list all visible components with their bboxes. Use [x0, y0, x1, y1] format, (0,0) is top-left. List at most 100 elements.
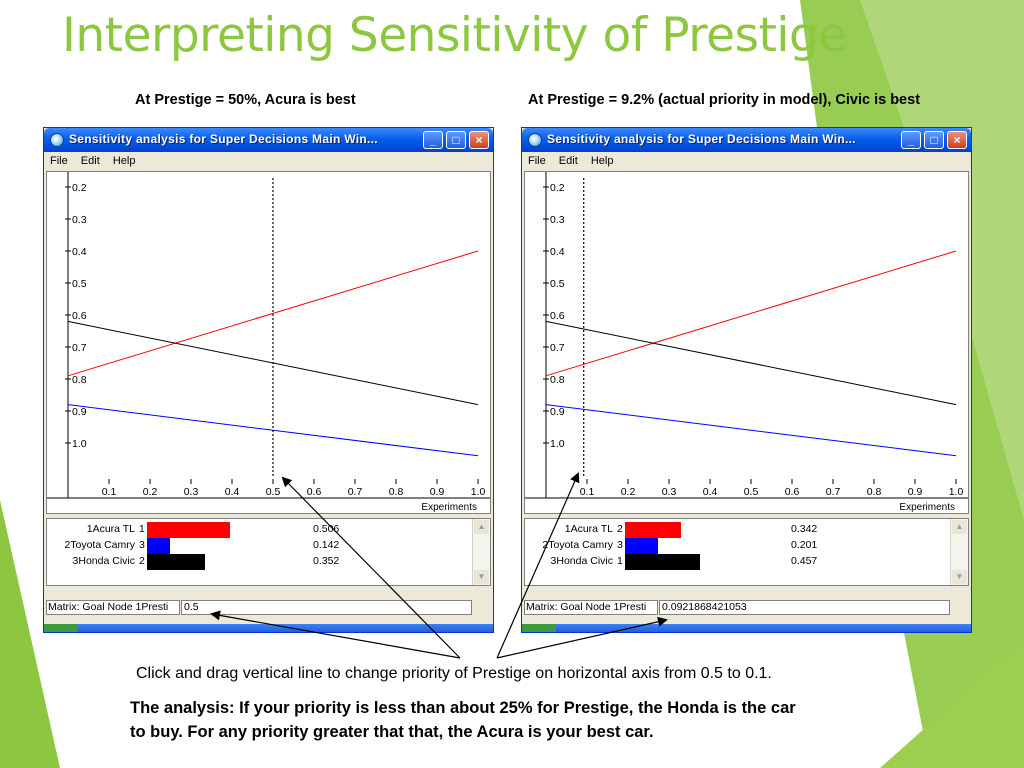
series-line: [67, 250, 479, 377]
y-tick-label: 0.8: [72, 374, 87, 386]
window-title: Sensitivity analysis for Super Decisions…: [547, 132, 856, 146]
y-tick-label: 0.6: [550, 310, 565, 322]
result-row-camry: 2Toyota Camry 3 0.201: [525, 538, 947, 554]
menu-edit[interactable]: Edit: [80, 155, 100, 167]
result-bar: [147, 554, 205, 570]
matrix-value-field[interactable]: 0.5: [181, 600, 472, 615]
menu-edit[interactable]: Edit: [558, 155, 578, 167]
result-rank: 3: [617, 539, 623, 551]
window-title: Sensitivity analysis for Super Decisions…: [69, 132, 378, 146]
matrix-label: Matrix: Goal Node 1Presti: [46, 600, 180, 615]
x-axis-label: Experiments: [421, 502, 477, 513]
x-tick-label: 0.9: [430, 486, 445, 498]
result-name: 3Honda Civic: [550, 555, 613, 567]
result-row-camry: 2Toyota Camry 3 0.142: [47, 538, 469, 554]
y-tick-label: 0.3: [550, 214, 565, 226]
x-tick-label: 0.6: [307, 486, 322, 498]
results-panel: 1Acura TL 1 0.506 2Toyota Camry 3 0.142 …: [46, 518, 491, 586]
window-titlebar[interactable]: Sensitivity analysis for Super Decisions…: [44, 128, 493, 152]
result-rank: 2: [617, 523, 623, 535]
caption-left: At Prestige = 50%, Acura is best: [135, 92, 356, 108]
y-tick-label: 0.9: [72, 406, 87, 418]
close-button[interactable]: ×: [469, 131, 489, 149]
start-button[interactable]: [44, 624, 78, 632]
result-name: 1Acura TL: [564, 523, 613, 535]
menu-help[interactable]: Help: [590, 155, 614, 167]
result-bar: [147, 538, 170, 554]
result-value: 0.142: [313, 539, 340, 551]
result-rank: 2: [139, 555, 145, 567]
matrix-value-field[interactable]: 0.0921868421053: [659, 600, 950, 615]
sensitivity-plot[interactable]: 1.00.90.80.70.60.50.40.30.20.10.10.20.30…: [524, 171, 969, 514]
result-row-civic: 3Honda Civic 2 0.352: [47, 554, 469, 570]
matrix-row: Matrix: Goal Node 1Presti 0.5: [46, 600, 491, 616]
start-button[interactable]: [522, 624, 556, 632]
results-panel: 1Acura TL 2 0.342 2Toyota Camry 3 0.201 …: [524, 518, 969, 586]
result-bar: [147, 522, 230, 538]
result-rank: 1: [139, 523, 145, 535]
x-tick-label: 0.5: [266, 486, 281, 498]
y-tick-label: 0.2: [72, 182, 87, 194]
taskbar-strip: [522, 624, 971, 632]
scroll-down-icon[interactable]: ▼: [952, 570, 967, 584]
series-line: [545, 320, 957, 406]
matrix-row: Matrix: Goal Node 1Presti 0.092186842105…: [524, 600, 969, 616]
scroll-up-icon[interactable]: ▲: [474, 520, 489, 534]
maximize-button[interactable]: □: [446, 131, 466, 149]
x-tick-label: 0.9: [908, 486, 923, 498]
analysis-line-2: to buy. For any priority greater that th…: [130, 723, 654, 741]
scroll-down-icon[interactable]: ▼: [474, 570, 489, 584]
instruction-text: Click and drag vertical line to change p…: [136, 665, 772, 682]
analysis-line-1: The analysis: If your priority is less t…: [130, 699, 796, 717]
minimize-button[interactable]: _: [901, 131, 921, 149]
window-titlebar[interactable]: Sensitivity analysis for Super Decisions…: [522, 128, 971, 152]
matrix-label: Matrix: Goal Node 1Presti: [524, 600, 658, 615]
x-tick-label: 0.6: [785, 486, 800, 498]
x-tick-label: 0.4: [225, 486, 240, 498]
x-tick-label: 0.8: [389, 486, 404, 498]
sensitivity-chart[interactable]: 1.00.90.80.70.60.50.40.30.20.10.10.20.30…: [47, 172, 490, 513]
result-value: 0.352: [313, 555, 340, 567]
result-value: 0.201: [791, 539, 818, 551]
results-scrollbar[interactable]: ▲ ▼: [950, 519, 968, 585]
result-name: 2Toyota Camry: [64, 539, 135, 551]
y-tick-label: 0.6: [72, 310, 87, 322]
x-tick-label: 0.1: [102, 486, 117, 498]
slide-title: Interpreting Sensitivity of Prestige: [62, 8, 847, 63]
sensitivity-chart[interactable]: 1.00.90.80.70.60.50.40.30.20.10.10.20.30…: [525, 172, 968, 513]
x-tick-label: 0.7: [348, 486, 363, 498]
menu-help[interactable]: Help: [112, 155, 136, 167]
y-tick-label: 0.5: [72, 278, 87, 290]
y-tick-label: 0.7: [550, 342, 565, 354]
result-value: 0.457: [791, 555, 818, 567]
scroll-up-icon[interactable]: ▲: [952, 520, 967, 534]
result-name: 2Toyota Camry: [542, 539, 613, 551]
result-name: 3Honda Civic: [72, 555, 135, 567]
x-tick-label: 0.5: [744, 486, 759, 498]
minimize-button[interactable]: _: [423, 131, 443, 149]
y-tick-label: 0.4: [550, 246, 565, 258]
menu-file[interactable]: File: [528, 155, 546, 167]
close-button[interactable]: ×: [947, 131, 967, 149]
result-value: 0.342: [791, 523, 818, 535]
x-axis-label: Experiments: [899, 502, 955, 513]
x-tick-label: 0.2: [143, 486, 158, 498]
sensitivity-window-1: Sensitivity analysis for Super Decisions…: [43, 127, 494, 633]
result-bar: [625, 538, 658, 554]
result-bar: [625, 522, 681, 538]
green-decor-shape-bottom-right: [880, 640, 1024, 768]
maximize-button[interactable]: □: [924, 131, 944, 149]
x-tick-label: 0.7: [826, 486, 841, 498]
result-rank: 1: [617, 555, 623, 567]
menu-file[interactable]: File: [50, 155, 68, 167]
sensitivity-plot[interactable]: 1.00.90.80.70.60.50.40.30.20.10.10.20.30…: [46, 171, 491, 514]
y-tick-label: 0.3: [72, 214, 87, 226]
caption-right: At Prestige = 9.2% (actual priority in m…: [528, 92, 921, 108]
results-scrollbar[interactable]: ▲ ▼: [472, 519, 490, 585]
y-tick-label: 1.0: [72, 438, 87, 450]
x-tick-label: 0.1: [580, 486, 595, 498]
result-row-acura: 1Acura TL 1 0.506: [47, 522, 469, 538]
x-tick-label: 0.3: [184, 486, 199, 498]
x-tick-label: 0.8: [867, 486, 882, 498]
x-tick-label: 0.2: [621, 486, 636, 498]
